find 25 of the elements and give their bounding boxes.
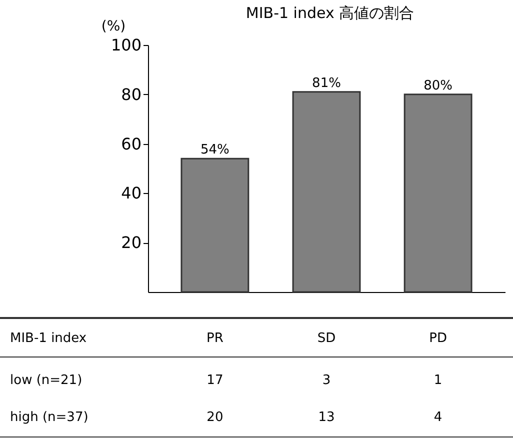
x-tick-label: SD	[317, 331, 336, 346]
x-tick-label: PD	[429, 331, 447, 346]
text: 20	[206, 410, 224, 425]
text: 4	[434, 410, 442, 425]
bar	[404, 94, 472, 293]
y-axis-title: (%)	[101, 18, 126, 34]
data-label: 80%	[424, 78, 453, 94]
y-tick-label: 80	[121, 84, 142, 104]
data-label: 81%	[312, 76, 341, 91]
text: low (n=21)	[10, 373, 82, 388]
chart-title: MIB-1 index 高値の割合	[246, 4, 414, 22]
bar	[180, 158, 250, 293]
text: 17	[206, 373, 224, 388]
text: 13	[318, 410, 335, 425]
y-tick-label: 40	[121, 184, 142, 203]
text: 3	[322, 373, 331, 388]
text: 1	[434, 373, 442, 388]
y-tick-label: 20	[121, 233, 142, 252]
text: high (n=37)	[10, 410, 88, 425]
x-tick-label: PR	[206, 331, 224, 346]
data-label: 54%	[200, 142, 230, 158]
text: MIB-1 index	[10, 331, 87, 346]
bar	[292, 91, 361, 293]
y-tick-label: 60	[121, 134, 142, 154]
y-tick-label: 100	[110, 36, 142, 54]
